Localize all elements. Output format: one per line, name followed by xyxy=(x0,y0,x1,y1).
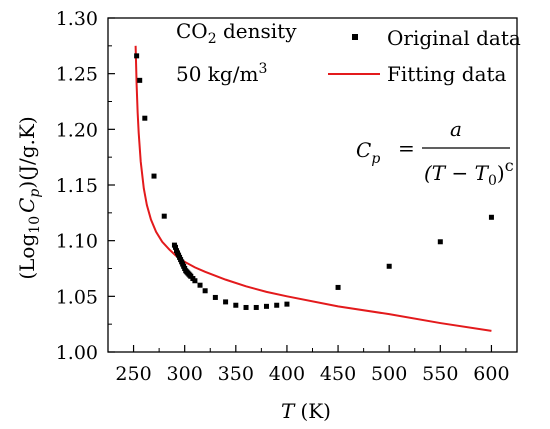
x-tick-label: 300 xyxy=(167,363,203,385)
annotation-density-label: 50 kg/m3 xyxy=(176,61,267,86)
x-axis: 250 300 350 400 450 500 550 600 xyxy=(115,345,510,385)
y-tick-label: 1.10 xyxy=(56,231,98,253)
data-point xyxy=(437,239,443,245)
data-point xyxy=(137,77,143,83)
y-tick-label: 1.00 xyxy=(56,342,98,364)
annotation-gas-label: CO2 density xyxy=(176,19,297,47)
data-point xyxy=(335,284,341,290)
data-point xyxy=(243,304,249,310)
x-tick-label: 600 xyxy=(473,363,509,385)
formula-equals: = xyxy=(398,136,415,160)
formula-lhs: Cp xyxy=(356,138,380,167)
y-axis: 1.00 1.05 1.10 1.15 1.20 1.25 1.30 xyxy=(56,8,115,364)
data-point xyxy=(263,303,269,309)
data-point xyxy=(151,173,157,179)
fit-formula: Cp = a (T − T0)c xyxy=(356,117,514,189)
y-tick-label: 1.15 xyxy=(56,175,98,197)
x-tick-label: 350 xyxy=(218,363,254,385)
x-tick-label: 500 xyxy=(371,363,407,385)
y-axis-title: (Log10Cp)(J/g.K) xyxy=(15,116,43,279)
data-point xyxy=(197,282,203,288)
legend-marker-original xyxy=(352,34,358,40)
y-tick-label: 1.30 xyxy=(56,8,98,30)
x-axis-title: T (K) xyxy=(281,399,331,423)
formula-denominator: (T − T0)c xyxy=(424,156,514,189)
data-point xyxy=(223,299,229,305)
data-point xyxy=(142,115,148,121)
data-point xyxy=(253,304,259,310)
data-point xyxy=(233,302,239,308)
original-series xyxy=(134,53,494,310)
data-point xyxy=(274,302,280,308)
data-point xyxy=(134,53,140,59)
fitting-series xyxy=(134,45,492,332)
x-tick-label: 450 xyxy=(320,363,356,385)
fitting-curve xyxy=(134,45,492,332)
x-tick-label: 550 xyxy=(422,363,458,385)
data-point xyxy=(202,288,208,294)
formula-numerator: a xyxy=(450,117,462,141)
data-point xyxy=(488,214,494,220)
legend: Original data Fitting data xyxy=(328,26,521,86)
data-point xyxy=(192,278,198,284)
y-tick-label: 1.25 xyxy=(56,64,98,86)
x-tick-label: 400 xyxy=(269,363,305,385)
data-point xyxy=(161,213,167,219)
data-point xyxy=(284,301,290,307)
data-point xyxy=(386,263,392,269)
y-tick-label: 1.05 xyxy=(56,286,98,308)
legend-label-fitting: Fitting data xyxy=(387,62,507,86)
data-point xyxy=(212,294,218,300)
y-tick-label: 1.20 xyxy=(56,119,98,141)
legend-label-original: Original data xyxy=(387,26,521,50)
x-tick-label: 250 xyxy=(115,363,151,385)
data-point xyxy=(172,244,178,250)
